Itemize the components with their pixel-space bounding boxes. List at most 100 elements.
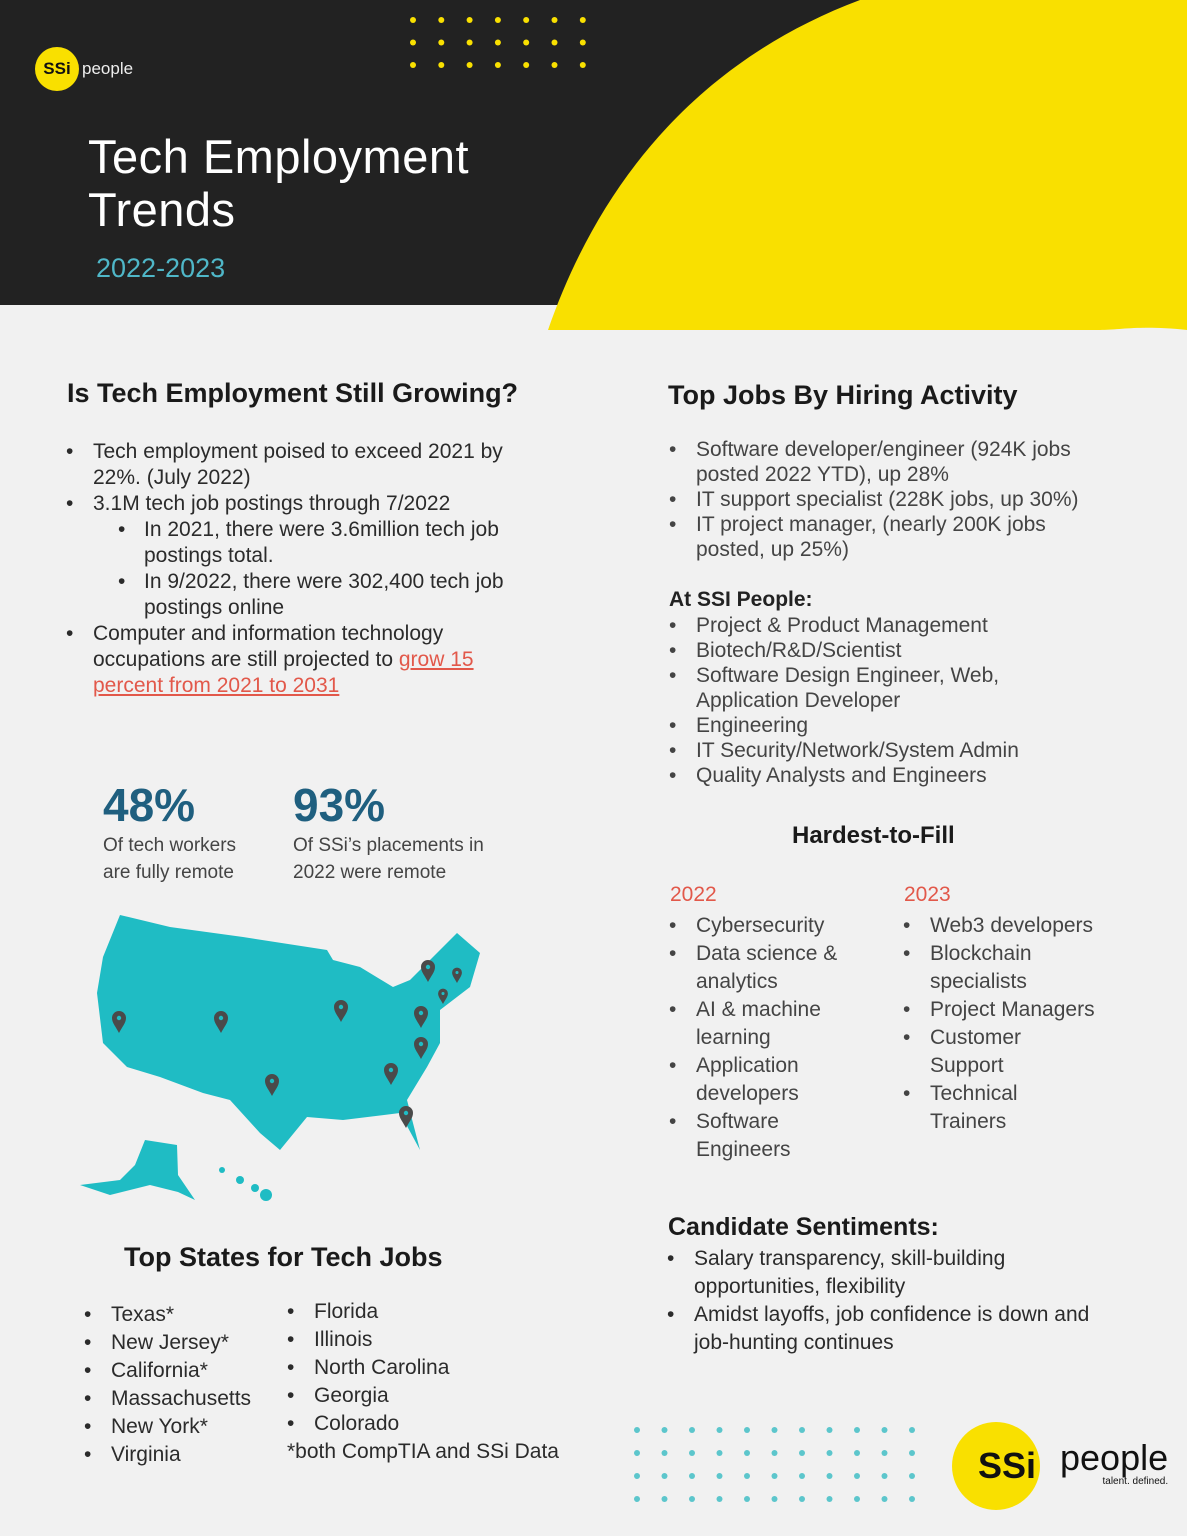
dot <box>799 1496 805 1502</box>
dot <box>634 1427 640 1433</box>
dot <box>438 39 445 46</box>
dot <box>881 1473 888 1479</box>
map-pin-icon <box>265 1074 279 1096</box>
us-map <box>80 915 480 1201</box>
dot <box>909 1496 915 1502</box>
dot <box>799 1473 805 1479</box>
list-item: IT project manager, (nearly 200K jobs po… <box>669 512 1119 562</box>
dot <box>494 17 501 23</box>
list-item: IT support specialist (228K jobs, up 30%… <box>669 487 1119 512</box>
dot <box>661 1427 668 1433</box>
list-item: Computer and information technology occu… <box>66 621 506 699</box>
dot <box>523 17 530 23</box>
list-item: In 9/2022, there were 302,400 tech job p… <box>66 569 506 621</box>
states-heading: Top States for Tech Jobs <box>124 1242 443 1272</box>
list-item: In 2021, there were 3.6million tech job … <box>66 517 506 569</box>
ssi-heading: At SSI People: <box>669 588 813 611</box>
dot <box>771 1427 778 1433</box>
dot <box>410 62 416 68</box>
dot <box>438 62 445 68</box>
list-item: Amidst layoffs, job confidence is down a… <box>667 1301 1097 1357</box>
list-item: Cybersecurity <box>669 912 869 940</box>
dot <box>744 1496 750 1502</box>
dot <box>466 17 473 23</box>
sentiments-list: Salary transparency, skill-building oppo… <box>667 1245 1097 1357</box>
year-2023: 2023 <box>904 883 951 906</box>
dot <box>689 1496 695 1502</box>
logo-word: people <box>82 59 134 78</box>
dot <box>744 1427 750 1433</box>
list-item: New York* <box>84 1414 251 1440</box>
list-item: Colorado <box>287 1411 449 1437</box>
dot <box>634 1473 640 1479</box>
dot <box>579 62 586 68</box>
dot <box>716 1450 723 1456</box>
dot <box>826 1496 833 1502</box>
dot <box>826 1450 833 1456</box>
hardest-2022-list: Cybersecurity Data science & analytics A… <box>669 912 869 1164</box>
hardest-heading: Hardest-to-Fill <box>792 822 955 849</box>
list-item: Blockchain specialists <box>903 940 1073 996</box>
growing-heading: Is Tech Employment Still Growing? <box>67 378 519 408</box>
dot <box>689 1427 695 1433</box>
dot <box>716 1427 723 1433</box>
list-item: Georgia <box>287 1383 449 1409</box>
sentiments-heading: Candidate Sentiments: <box>668 1213 939 1241</box>
list-item: Software Design Engineer, Web, Applicati… <box>669 663 1089 713</box>
grow-link[interactable]: grow 15 percent from 2021 to 2031 <box>93 648 474 697</box>
dot <box>909 1450 915 1456</box>
list-item: AI & machine learning <box>669 996 869 1052</box>
dot <box>744 1473 750 1479</box>
list-item: Project & Product Management <box>669 613 1089 638</box>
dot <box>716 1473 723 1479</box>
dot <box>466 39 473 46</box>
logo-mark: SSi <box>35 47 79 91</box>
dot <box>523 62 530 68</box>
dot <box>551 62 558 68</box>
dot <box>826 1473 833 1479</box>
stat-remote-workers: 48% Of tech workers are fully remote <box>103 779 237 883</box>
map-pin-icon <box>384 1063 398 1085</box>
hardest-2023-list: Web3 developers Blockchain specialists P… <box>903 912 1123 1136</box>
dot <box>854 1450 860 1456</box>
dot <box>881 1427 888 1433</box>
list-item: Salary transparency, skill-building oppo… <box>667 1245 1097 1301</box>
dot <box>771 1450 778 1456</box>
dot <box>909 1473 915 1479</box>
stat-ssi-placements: 93% Of SSi’s placements in 2022 were remo… <box>293 779 484 883</box>
map-pin-icon <box>112 1011 126 1033</box>
top-jobs-list: Software developer/engineer (924K jobs p… <box>669 437 1119 562</box>
map-pin-icon <box>452 967 462 983</box>
list-item: Software Engineers <box>669 1108 869 1164</box>
dot <box>881 1450 888 1456</box>
map-pin-icon <box>414 1037 428 1059</box>
states-col2: Florida Illinois North Carolina Georgia … <box>287 1299 449 1437</box>
dot <box>799 1427 805 1433</box>
list-item: North Carolina <box>287 1355 449 1381</box>
growing-list: Tech employment poised to exceed 2021 by… <box>66 439 506 699</box>
years: 2022-2023 <box>96 253 226 283</box>
map-pin-icon <box>334 1000 348 1022</box>
list-item: Texas* <box>84 1302 251 1328</box>
dot <box>771 1473 778 1479</box>
dot <box>854 1496 860 1502</box>
dot <box>661 1473 668 1479</box>
map-pin-icon <box>214 1011 228 1033</box>
dot <box>551 17 558 23</box>
dot <box>410 39 416 46</box>
teal-dot-grid <box>634 1427 915 1502</box>
list-item: Customer Support <box>903 1024 1043 1080</box>
dot <box>799 1450 805 1456</box>
dot <box>661 1496 668 1502</box>
top-jobs-heading: Top Jobs By Hiring Activity <box>668 380 1018 410</box>
list-item: 3.1M tech job postings through 7/2022 <box>66 491 506 517</box>
ssi-list: Project & Product Management Biotech/R&D… <box>669 613 1089 788</box>
dot <box>466 62 473 68</box>
dot <box>744 1450 750 1456</box>
year-2022: 2022 <box>670 883 717 906</box>
states-note: *both CompTIA and SSi Data <box>287 1440 559 1463</box>
dot <box>410 17 416 23</box>
dot <box>494 62 501 68</box>
dot <box>909 1427 915 1433</box>
dot <box>523 39 530 46</box>
